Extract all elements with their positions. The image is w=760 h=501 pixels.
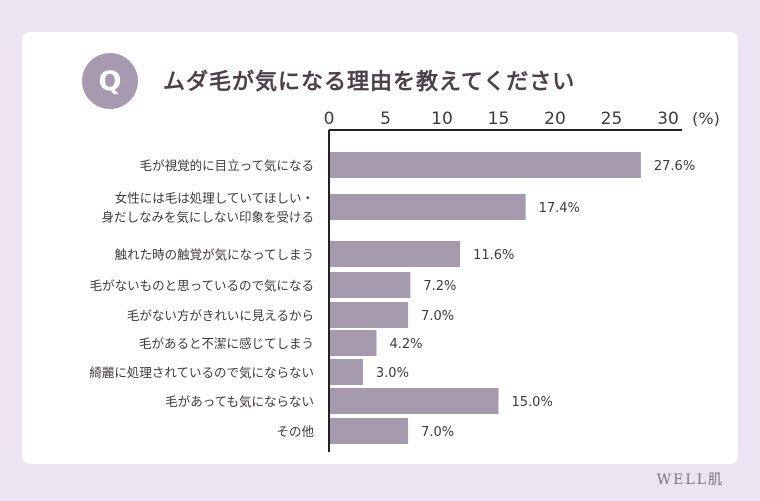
- brand-watermark: WELL肌: [656, 472, 724, 488]
- data-label: 7.0%: [421, 425, 454, 440]
- x-tick-label: 15: [488, 109, 510, 129]
- category-label: 毛が視覚的に目立って気になる: [140, 158, 314, 173]
- x-tick-label: 20: [544, 109, 566, 129]
- bar: [329, 241, 461, 267]
- x-tick-label: 30: [657, 109, 679, 129]
- category-label: 毛があると不潔に感じてしまう: [139, 336, 314, 351]
- x-tick-label: 25: [601, 109, 623, 129]
- x-unit-label: (%): [692, 109, 720, 128]
- data-label: 3.0%: [376, 366, 409, 381]
- bar: [329, 194, 526, 220]
- data-label: 15.0%: [512, 395, 553, 410]
- bar: [329, 302, 409, 328]
- question-badge: Q: [82, 53, 138, 109]
- category-label: 毛があっても気にならない: [165, 394, 314, 409]
- x-tick-label: 10: [431, 109, 453, 129]
- bar: [329, 152, 641, 178]
- data-label: 7.2%: [423, 279, 456, 294]
- data-label: 17.4%: [539, 201, 580, 216]
- category-label: 女性には毛は処理していてほしい・: [115, 191, 314, 206]
- data-label: 7.0%: [421, 309, 454, 324]
- x-tick-label: 5: [380, 109, 391, 129]
- bar: [329, 388, 499, 414]
- category-label: 身だしなみを気にしない印象を受ける: [101, 210, 314, 225]
- x-tick-label: 0: [324, 109, 335, 129]
- chart-title: ムダ毛が気になる理由を教えてください: [163, 70, 576, 95]
- data-label: 4.2%: [389, 337, 422, 352]
- category-label: 毛がない方がきれいに見えるから: [127, 308, 314, 323]
- category-label: 触れた時の触覚が気になってしまう: [115, 247, 314, 262]
- bar: [329, 418, 409, 444]
- category-label: 綺麗に処理されているので気にならない: [89, 365, 314, 380]
- category-label: その他: [276, 424, 314, 439]
- bar: [329, 359, 363, 385]
- bar: [329, 272, 411, 298]
- data-label: 27.6%: [654, 159, 695, 174]
- bar: [329, 330, 377, 356]
- data-label: 11.6%: [473, 248, 514, 263]
- category-label: 毛がないものと思っているので気になる: [90, 278, 314, 293]
